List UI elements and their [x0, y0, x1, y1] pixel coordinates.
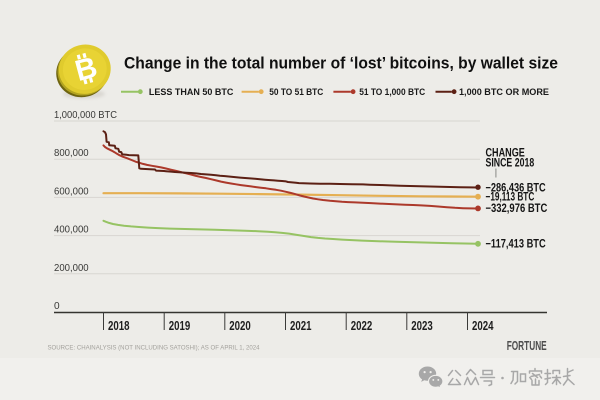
svg-text:800,000: 800,000 [54, 148, 89, 159]
svg-text:2024: 2024 [472, 319, 494, 333]
svg-text:51 TO 1,000 BTC: 51 TO 1,000 BTC [359, 87, 425, 98]
svg-text:−286,436 BTC: −286,436 BTC [486, 182, 546, 194]
svg-text:2023: 2023 [411, 319, 433, 333]
svg-text:2019: 2019 [169, 319, 191, 333]
svg-text:0: 0 [54, 301, 60, 312]
svg-text:FORTUNE: FORTUNE [507, 339, 547, 353]
svg-text:LESS THAN 50 BTC: LESS THAN 50 BTC [149, 87, 234, 98]
svg-text:2022: 2022 [351, 319, 373, 333]
svg-text:SINCE 2018: SINCE 2018 [486, 157, 535, 169]
svg-text:400,000: 400,000 [54, 225, 89, 236]
svg-text:−332,976 BTC: −332,976 BTC [486, 203, 548, 215]
svg-text:2020: 2020 [229, 319, 251, 333]
svg-text:50 TO 51 BTC: 50 TO 51 BTC [269, 87, 323, 98]
svg-text:1,000,000 BTC: 1,000,000 BTC [54, 110, 117, 121]
svg-text:200,000: 200,000 [54, 263, 89, 274]
svg-text:Change in the total number of: Change in the total number of ‘lost’ bit… [124, 54, 558, 73]
svg-text:1,000 BTC OR MORE: 1,000 BTC OR MORE [459, 87, 549, 98]
svg-text:600,000: 600,000 [54, 186, 89, 197]
svg-text:CHANGE: CHANGE [486, 148, 526, 160]
svg-text:2021: 2021 [290, 319, 312, 333]
svg-text:SOURCE: CHAINALYSIS (NOT INCLU: SOURCE: CHAINALYSIS (NOT INCLUDING SATOS… [48, 344, 260, 351]
svg-text:2018: 2018 [108, 319, 130, 333]
svg-text:−19,113 BTC: −19,113 BTC [486, 192, 535, 204]
svg-text:−117,413 BTC: −117,413 BTC [486, 239, 546, 251]
